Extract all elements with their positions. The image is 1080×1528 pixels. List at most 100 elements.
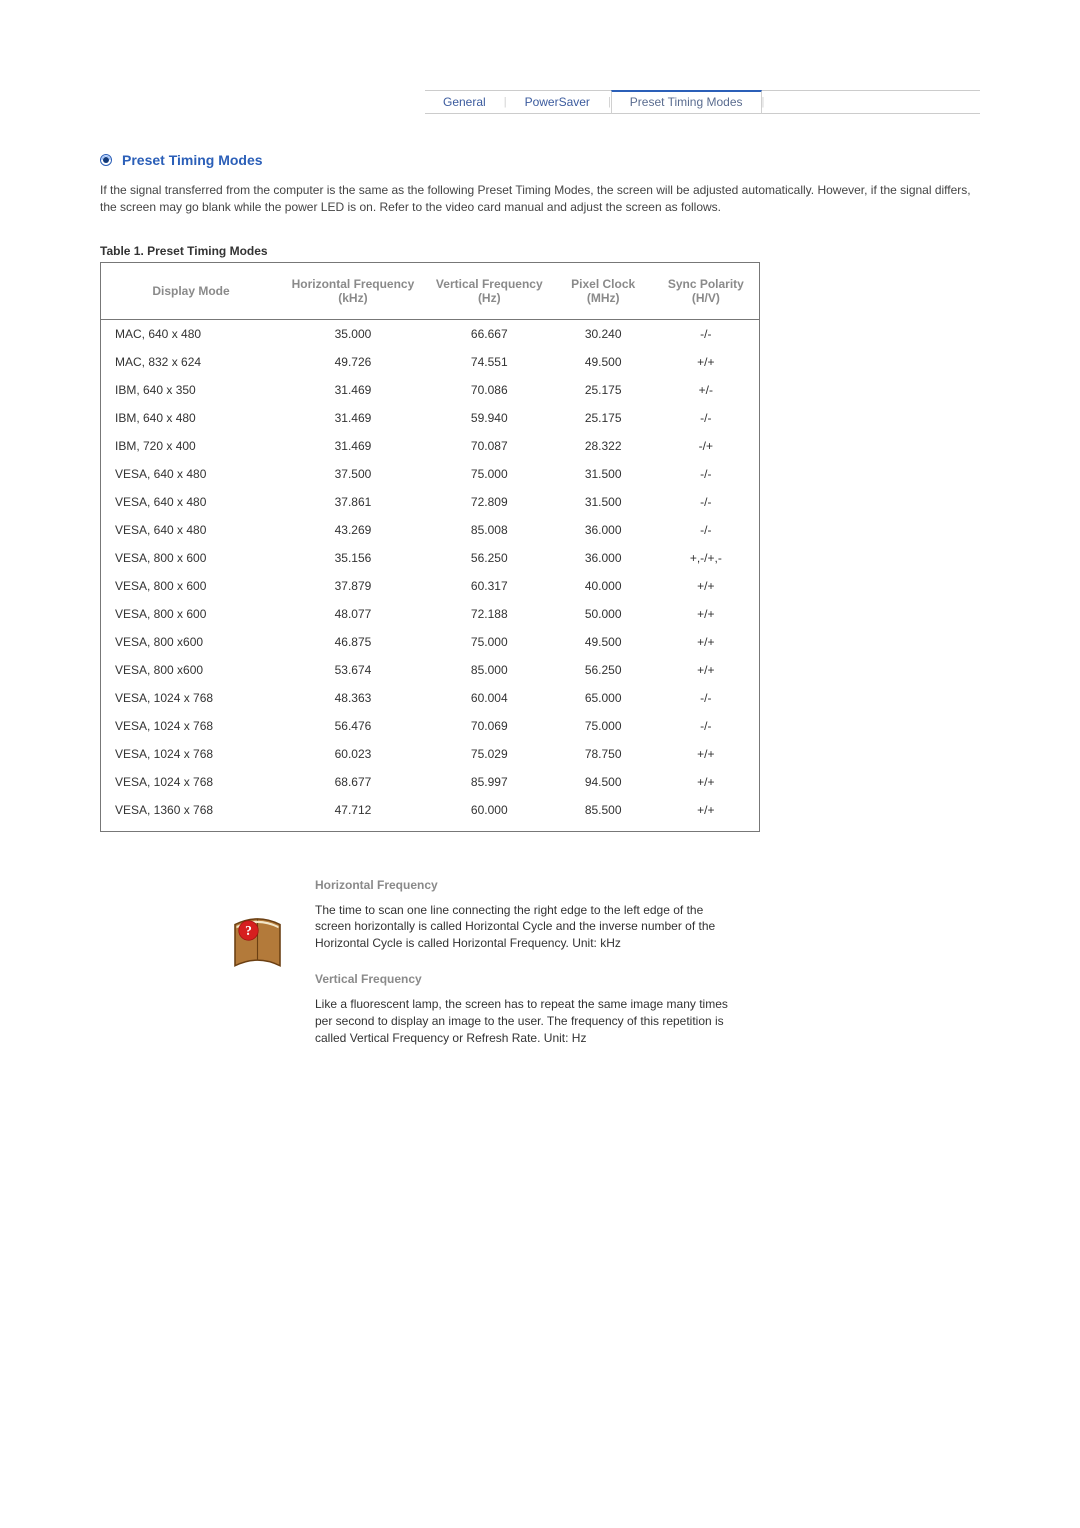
table-cell: 56.250 xyxy=(425,544,554,572)
table-cell: 49.500 xyxy=(554,628,653,656)
table-cell: 70.086 xyxy=(425,376,554,404)
table-cell: +/+ xyxy=(653,740,760,768)
table-cell: -/- xyxy=(653,460,760,488)
table-cell: 85.500 xyxy=(554,796,653,832)
table-cell: 46.875 xyxy=(281,628,425,656)
definition-title: Vertical Frequency xyxy=(315,972,735,986)
table-cell: MAC, 640 x 480 xyxy=(101,319,282,348)
definition-body: The time to scan one line connecting the… xyxy=(315,902,735,952)
table-row: MAC, 640 x 48035.00066.66730.240-/- xyxy=(101,319,760,348)
table-cell: 37.879 xyxy=(281,572,425,600)
table-cell: -/+ xyxy=(653,432,760,460)
table-cell: 72.809 xyxy=(425,488,554,516)
definition-body: Like a fluorescent lamp, the screen has … xyxy=(315,996,735,1046)
table-row: IBM, 720 x 40031.46970.08728.322-/+ xyxy=(101,432,760,460)
tab-preset-timing-modes[interactable]: Preset Timing Modes xyxy=(611,90,762,114)
table-cell: VESA, 1024 x 768 xyxy=(101,768,282,796)
preset-timing-table: Display Mode Horizontal Frequency (kHz) … xyxy=(100,262,760,832)
table-cell: VESA, 800 x600 xyxy=(101,628,282,656)
table-cell: 75.000 xyxy=(554,712,653,740)
section-heading: Preset Timing Modes xyxy=(100,152,980,168)
intro-paragraph: If the signal transferred from the compu… xyxy=(100,182,980,216)
table-cell: 66.667 xyxy=(425,319,554,348)
table-cell: +/+ xyxy=(653,572,760,600)
definition-title: Horizontal Frequency xyxy=(315,878,735,892)
table-row: VESA, 1024 x 76868.67785.99794.500+/+ xyxy=(101,768,760,796)
table-cell: VESA, 1024 x 768 xyxy=(101,740,282,768)
table-cell: -/- xyxy=(653,404,760,432)
table-row: VESA, 800 x 60037.87960.31740.000+/+ xyxy=(101,572,760,600)
definitions-block: ? Horizontal Frequency The time to scan … xyxy=(100,878,980,1067)
table-cell: +/+ xyxy=(653,796,760,832)
table-header-row: Display Mode Horizontal Frequency (kHz) … xyxy=(101,262,760,319)
table-cell: VESA, 640 x 480 xyxy=(101,460,282,488)
table-cell: 68.677 xyxy=(281,768,425,796)
table-cell: 28.322 xyxy=(554,432,653,460)
column-header: Pixel Clock (MHz) xyxy=(554,262,653,319)
table-cell: 49.500 xyxy=(554,348,653,376)
table-cell: 36.000 xyxy=(554,516,653,544)
table-cell: 31.469 xyxy=(281,432,425,460)
table-cell: IBM, 640 x 350 xyxy=(101,376,282,404)
table-cell: 75.029 xyxy=(425,740,554,768)
table-row: MAC, 832 x 62449.72674.55149.500+/+ xyxy=(101,348,760,376)
table-cell: -/- xyxy=(653,516,760,544)
table-cell: +/+ xyxy=(653,348,760,376)
table-cell: +/+ xyxy=(653,768,760,796)
table-cell: 75.000 xyxy=(425,628,554,656)
table-cell: VESA, 640 x 480 xyxy=(101,488,282,516)
table-cell: VESA, 1360 x 768 xyxy=(101,796,282,832)
table-row: VESA, 1024 x 76860.02375.02978.750+/+ xyxy=(101,740,760,768)
table-cell: 70.087 xyxy=(425,432,554,460)
tab-powersaver[interactable]: PowerSaver xyxy=(507,91,608,113)
table-cell: 35.156 xyxy=(281,544,425,572)
table-cell: VESA, 640 x 480 xyxy=(101,516,282,544)
table-row: IBM, 640 x 35031.46970.08625.175+/- xyxy=(101,376,760,404)
table-row: VESA, 1360 x 76847.71260.00085.500+/+ xyxy=(101,796,760,832)
table-row: VESA, 640 x 48037.50075.00031.500-/- xyxy=(101,460,760,488)
table-row: VESA, 1024 x 76856.47670.06975.000-/- xyxy=(101,712,760,740)
table-cell: MAC, 832 x 624 xyxy=(101,348,282,376)
column-header: Sync Polarity (H/V) xyxy=(653,262,760,319)
table-cell: 48.077 xyxy=(281,600,425,628)
tab-general[interactable]: General xyxy=(425,91,504,113)
table-cell: +/+ xyxy=(653,656,760,684)
table-cell: 60.000 xyxy=(425,796,554,832)
table-cell: 85.008 xyxy=(425,516,554,544)
column-header: Horizontal Frequency (kHz) xyxy=(281,262,425,319)
table-cell: 78.750 xyxy=(554,740,653,768)
table-cell: 25.175 xyxy=(554,376,653,404)
table-cell: 31.500 xyxy=(554,460,653,488)
tabs-bar: General | PowerSaver | Preset Timing Mod… xyxy=(425,90,980,114)
table-cell: -/- xyxy=(653,488,760,516)
table-cell: 65.000 xyxy=(554,684,653,712)
page-title: Preset Timing Modes xyxy=(122,152,263,168)
table-cell: VESA, 1024 x 768 xyxy=(101,684,282,712)
table-row: VESA, 800 x 60048.07772.18850.000+/+ xyxy=(101,600,760,628)
table-cell: 25.175 xyxy=(554,404,653,432)
table-cell: -/- xyxy=(653,712,760,740)
table-cell: 56.250 xyxy=(554,656,653,684)
table-row: IBM, 640 x 48031.46959.94025.175-/- xyxy=(101,404,760,432)
table-cell: 74.551 xyxy=(425,348,554,376)
table-cell: 85.997 xyxy=(425,768,554,796)
table-cell: 94.500 xyxy=(554,768,653,796)
definitions-text: Horizontal Frequency The time to scan on… xyxy=(315,878,735,1067)
table-cell: 60.004 xyxy=(425,684,554,712)
table-cell: 60.023 xyxy=(281,740,425,768)
table-cell: 50.000 xyxy=(554,600,653,628)
table-cell: 59.940 xyxy=(425,404,554,432)
table-cell: 56.476 xyxy=(281,712,425,740)
svg-text:?: ? xyxy=(245,923,252,938)
table-caption: Table 1. Preset Timing Modes xyxy=(100,244,980,258)
table-cell: 37.861 xyxy=(281,488,425,516)
table-row: VESA, 800 x60046.87575.00049.500+/+ xyxy=(101,628,760,656)
table-row: VESA, 640 x 48037.86172.80931.500-/- xyxy=(101,488,760,516)
book-question-icon: ? xyxy=(220,902,295,977)
table-cell: 60.317 xyxy=(425,572,554,600)
table-row: VESA, 800 x60053.67485.00056.250+/+ xyxy=(101,656,760,684)
bullet-icon xyxy=(100,154,112,166)
table-cell: 53.674 xyxy=(281,656,425,684)
table-cell: 72.188 xyxy=(425,600,554,628)
table-row: VESA, 1024 x 76848.36360.00465.000-/- xyxy=(101,684,760,712)
